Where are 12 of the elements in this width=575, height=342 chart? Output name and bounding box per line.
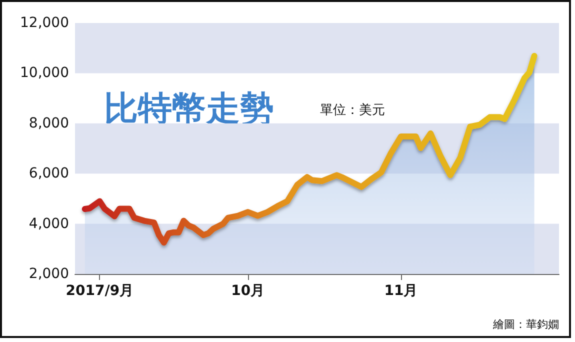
text: 比特幣走勢 [104, 89, 274, 129]
y-tick-label: 10,000 [20, 65, 69, 82]
x-tick-label: 2017/9月 [66, 283, 134, 299]
y-tick-label: 4,000 [28, 216, 69, 232]
text: 單位：美元 [320, 102, 385, 118]
y-tick-label: 2,000 [28, 266, 69, 282]
y-tick-label: 8,000 [28, 115, 69, 132]
text: 繪圖：華鈞嫺 [492, 318, 559, 331]
y-tick-label: 6,000 [28, 166, 69, 182]
x-tick-label: 10月 [231, 283, 265, 299]
y-tick-label: 12,000 [20, 15, 69, 31]
x-tick-label: 11月 [384, 283, 418, 299]
